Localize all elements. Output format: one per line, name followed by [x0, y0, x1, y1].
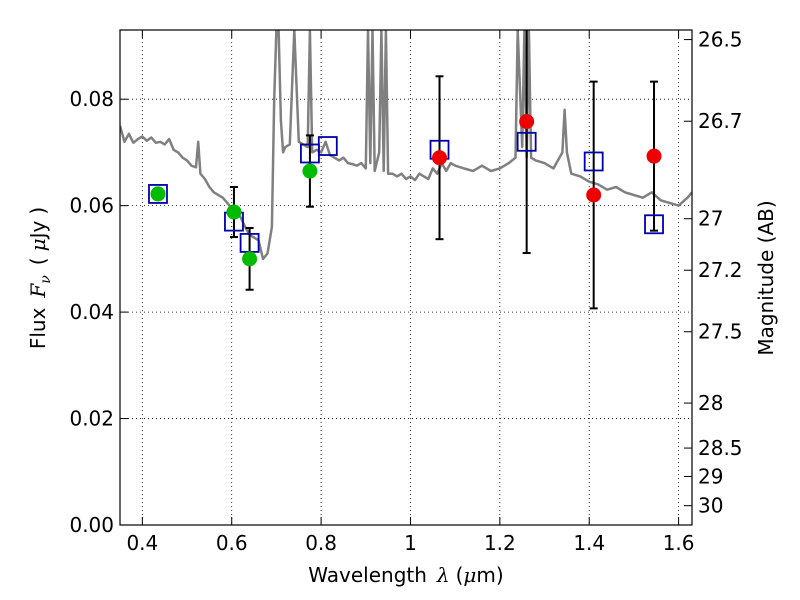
plot-frame — [119, 29, 693, 526]
y2-tick-label: 27.2 — [698, 258, 743, 282]
y-tick-label: 0.08 — [69, 87, 114, 111]
y-tick-label: 0.02 — [69, 407, 114, 431]
y2-tick-label: 27.5 — [698, 320, 743, 344]
y2-tick-label: 27 — [698, 207, 723, 231]
square-marker — [583, 151, 604, 172]
circle-marker — [519, 114, 535, 130]
x-axis-title: Wavelength λ (μm) — [308, 563, 503, 587]
x-tick-label: 0.8 — [305, 531, 337, 555]
x-axis-title-unit-rest: m) — [476, 563, 503, 587]
y-axis-title: Flux Fν ( μJy) — [26, 207, 54, 349]
y-tick-label: 0.04 — [69, 300, 114, 324]
y-axis-title-unit-open: ( — [26, 257, 50, 265]
x-tick-label: 0.4 — [126, 531, 158, 555]
x-axis-title-prefix: Wavelength — [308, 563, 427, 587]
circle-markers — [150, 114, 662, 267]
grid-lines — [120, 30, 692, 525]
model-spectrum — [120, 30, 692, 261]
circle-marker — [226, 204, 242, 220]
x-axis-title-unit-mu: μ — [463, 563, 476, 587]
x-tick-label: 1 — [404, 531, 417, 555]
y-axis-ticks: 0.00 0.02 0.04 0.06 0.08 — [69, 87, 128, 537]
model-spectrum-line — [120, 30, 692, 261]
square-marker — [644, 214, 664, 235]
y2-tick-label: 29 — [698, 464, 723, 488]
y-tick-label: 0.06 — [69, 194, 114, 218]
square-marker — [148, 184, 168, 204]
y-axis-title-symbol: F — [26, 283, 50, 299]
x-axis-title-unit-open: ( — [456, 563, 464, 587]
y-axis-title-unit-rest: Jy — [26, 220, 50, 240]
x-tick-label: 1.6 — [663, 531, 695, 555]
y-axis-title-prefix: Flux — [26, 307, 50, 349]
x-tick-label: 1.4 — [573, 531, 605, 555]
y2-tick-label: 28.5 — [698, 436, 743, 460]
y-axis-title-unit-close: ) — [26, 207, 50, 215]
y2-axis-title: Magnitude (AB) — [754, 200, 778, 355]
circle-marker — [302, 163, 318, 179]
square-markers — [148, 131, 664, 253]
y2-tick-label: 30 — [698, 494, 723, 518]
square-marker — [516, 131, 537, 152]
y2-tick-label: 26.7 — [698, 109, 743, 133]
y2-tick-label: 28 — [698, 391, 723, 415]
y2-axis-ticks: 26.5 26.7 27 27.2 27.5 28 28.5 29 30 — [684, 28, 743, 518]
y-tick-label: 0.00 — [69, 513, 114, 537]
x-tick-label: 0.6 — [216, 531, 248, 555]
circle-marker — [586, 187, 602, 203]
x-tick-label: 1.2 — [484, 531, 516, 555]
circle-marker — [242, 251, 258, 267]
square-marker — [317, 136, 338, 156]
y-axis-title-unit-mu: μ — [26, 238, 50, 251]
circle-marker — [150, 186, 166, 202]
x-axis-ticks: 0.4 0.6 0.8 1 1.2 1.4 1.6 — [126, 30, 695, 555]
y-axis-title-subscript: ν — [38, 275, 54, 284]
circle-marker — [432, 150, 448, 166]
x-axis-title-symbol: λ — [436, 563, 450, 587]
y2-tick-label: 26.5 — [698, 28, 743, 52]
circle-marker — [646, 148, 662, 164]
